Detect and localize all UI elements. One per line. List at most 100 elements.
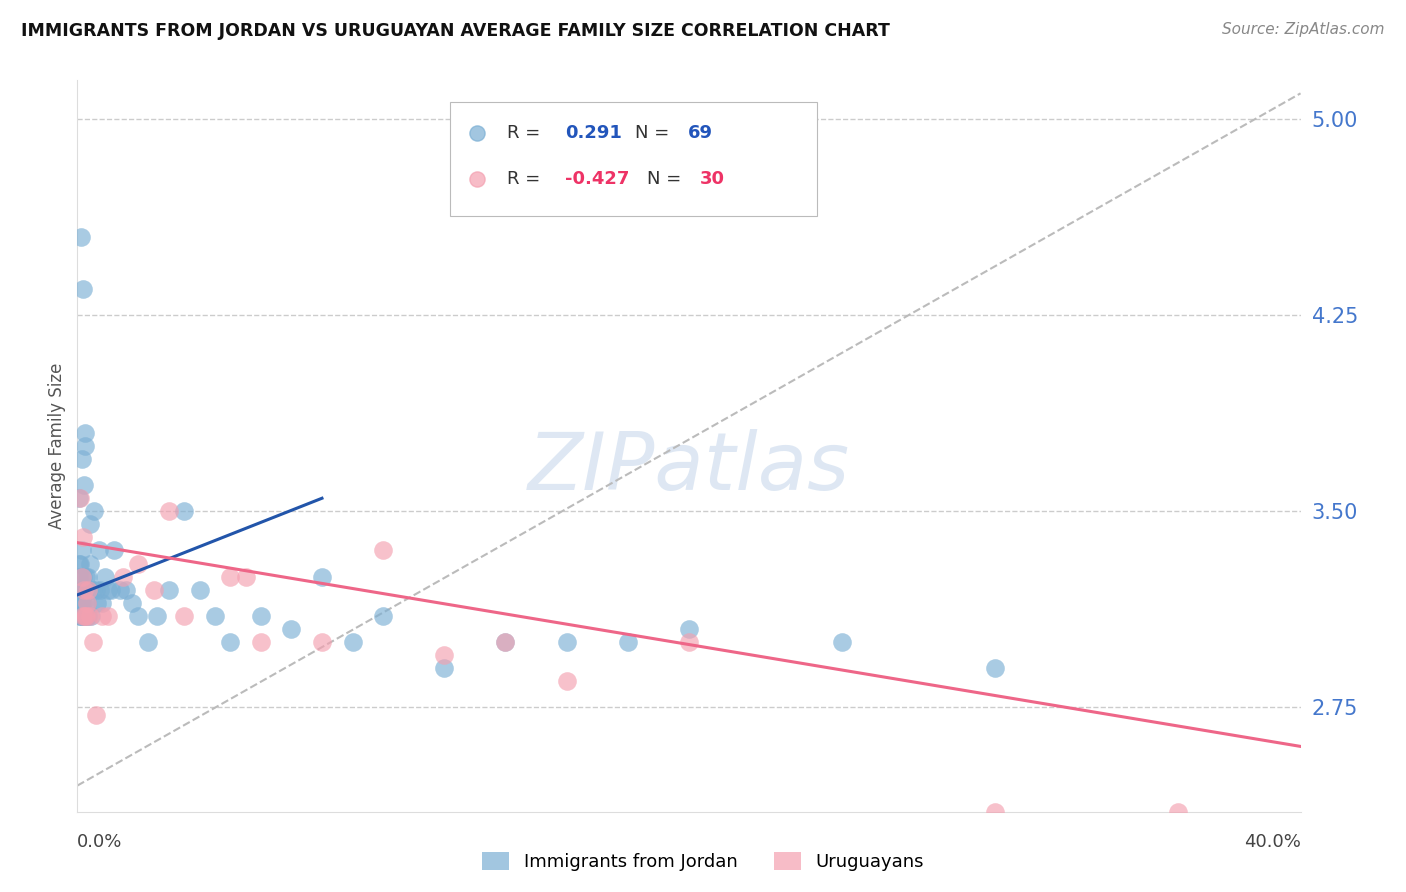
Point: [219, 569, 242, 583]
Text: 0.291: 0.291: [565, 124, 623, 142]
Point: [73, 582, 96, 597]
Point: [70, 569, 93, 583]
Point: [555, 635, 578, 649]
Point: [90, 596, 112, 610]
Point: [67, 557, 90, 571]
Point: [77, 608, 100, 623]
Point: [173, 504, 195, 518]
Text: IMMIGRANTS FROM JORDAN VS URUGUAYAN AVERAGE FAMILY SIZE CORRELATION CHART: IMMIGRANTS FROM JORDAN VS URUGUAYAN AVER…: [21, 22, 890, 40]
Point: [70, 452, 93, 467]
Point: [67, 582, 90, 597]
Point: [73, 582, 96, 597]
Point: [73, 608, 96, 623]
Point: [678, 622, 700, 636]
Point: [80, 608, 103, 623]
Point: [76, 596, 98, 610]
Point: [76, 569, 98, 583]
Point: [112, 569, 135, 583]
Point: [73, 478, 96, 492]
Point: [371, 543, 394, 558]
Point: [433, 661, 456, 675]
Point: [76, 582, 98, 597]
Point: [97, 582, 120, 597]
Point: [115, 582, 138, 597]
Point: [495, 635, 517, 649]
Point: [128, 608, 150, 623]
Point: [84, 582, 107, 597]
Point: [70, 608, 93, 623]
Point: [1167, 805, 1189, 819]
Point: [69, 608, 91, 623]
Point: [89, 582, 111, 597]
Point: [69, 608, 91, 623]
Point: [142, 582, 165, 597]
Point: [77, 582, 100, 597]
Text: ZIPatlas: ZIPatlas: [527, 429, 851, 507]
Point: [280, 622, 302, 636]
Point: [84, 708, 107, 723]
Point: [72, 596, 94, 610]
Point: [678, 635, 700, 649]
Text: R =: R =: [506, 124, 546, 142]
Point: [984, 805, 1007, 819]
Point: [73, 608, 96, 623]
Point: [70, 582, 93, 597]
Legend: Immigrants from Jordan, Uruguayans: Immigrants from Jordan, Uruguayans: [475, 845, 931, 879]
Point: [72, 530, 94, 544]
Point: [72, 608, 94, 623]
Text: Source: ZipAtlas.com: Source: ZipAtlas.com: [1222, 22, 1385, 37]
Point: [69, 596, 91, 610]
Point: [831, 635, 853, 649]
Point: [250, 635, 273, 649]
Point: [69, 569, 91, 583]
Point: [311, 569, 333, 583]
Point: [73, 439, 96, 453]
Point: [128, 557, 150, 571]
Point: [311, 635, 333, 649]
Point: [69, 557, 91, 571]
Text: 40.0%: 40.0%: [1244, 832, 1301, 851]
Point: [73, 425, 96, 440]
Point: [72, 608, 94, 623]
Point: [984, 661, 1007, 675]
Text: N =: N =: [647, 170, 682, 188]
Point: [94, 569, 117, 583]
Point: [70, 543, 93, 558]
Point: [72, 282, 94, 296]
Point: [75, 608, 97, 623]
Text: -0.427: -0.427: [565, 170, 630, 188]
Point: [75, 608, 97, 623]
Text: 69: 69: [688, 124, 713, 142]
Point: [79, 557, 101, 571]
Point: [188, 582, 211, 597]
Point: [146, 608, 169, 623]
Point: [90, 608, 112, 623]
Point: [82, 635, 104, 649]
Point: [97, 608, 120, 623]
Point: [433, 648, 456, 662]
Point: [69, 582, 91, 597]
Point: [157, 582, 180, 597]
Point: [79, 517, 101, 532]
Point: [75, 569, 97, 583]
Point: [82, 582, 104, 597]
Text: 0.0%: 0.0%: [77, 832, 122, 851]
Point: [342, 635, 364, 649]
Point: [77, 582, 100, 597]
Point: [79, 608, 101, 623]
Point: [219, 635, 242, 649]
Point: [86, 596, 108, 610]
Point: [83, 504, 105, 518]
Point: [157, 504, 180, 518]
Point: [617, 635, 640, 649]
Point: [103, 543, 125, 558]
Text: N =: N =: [636, 124, 669, 142]
Point: [75, 582, 97, 597]
Point: [70, 230, 93, 244]
Point: [250, 608, 273, 623]
Point: [108, 582, 131, 597]
Point: [72, 569, 94, 583]
Y-axis label: Average Family Size: Average Family Size: [48, 363, 66, 529]
Point: [67, 491, 90, 506]
Point: [70, 596, 93, 610]
